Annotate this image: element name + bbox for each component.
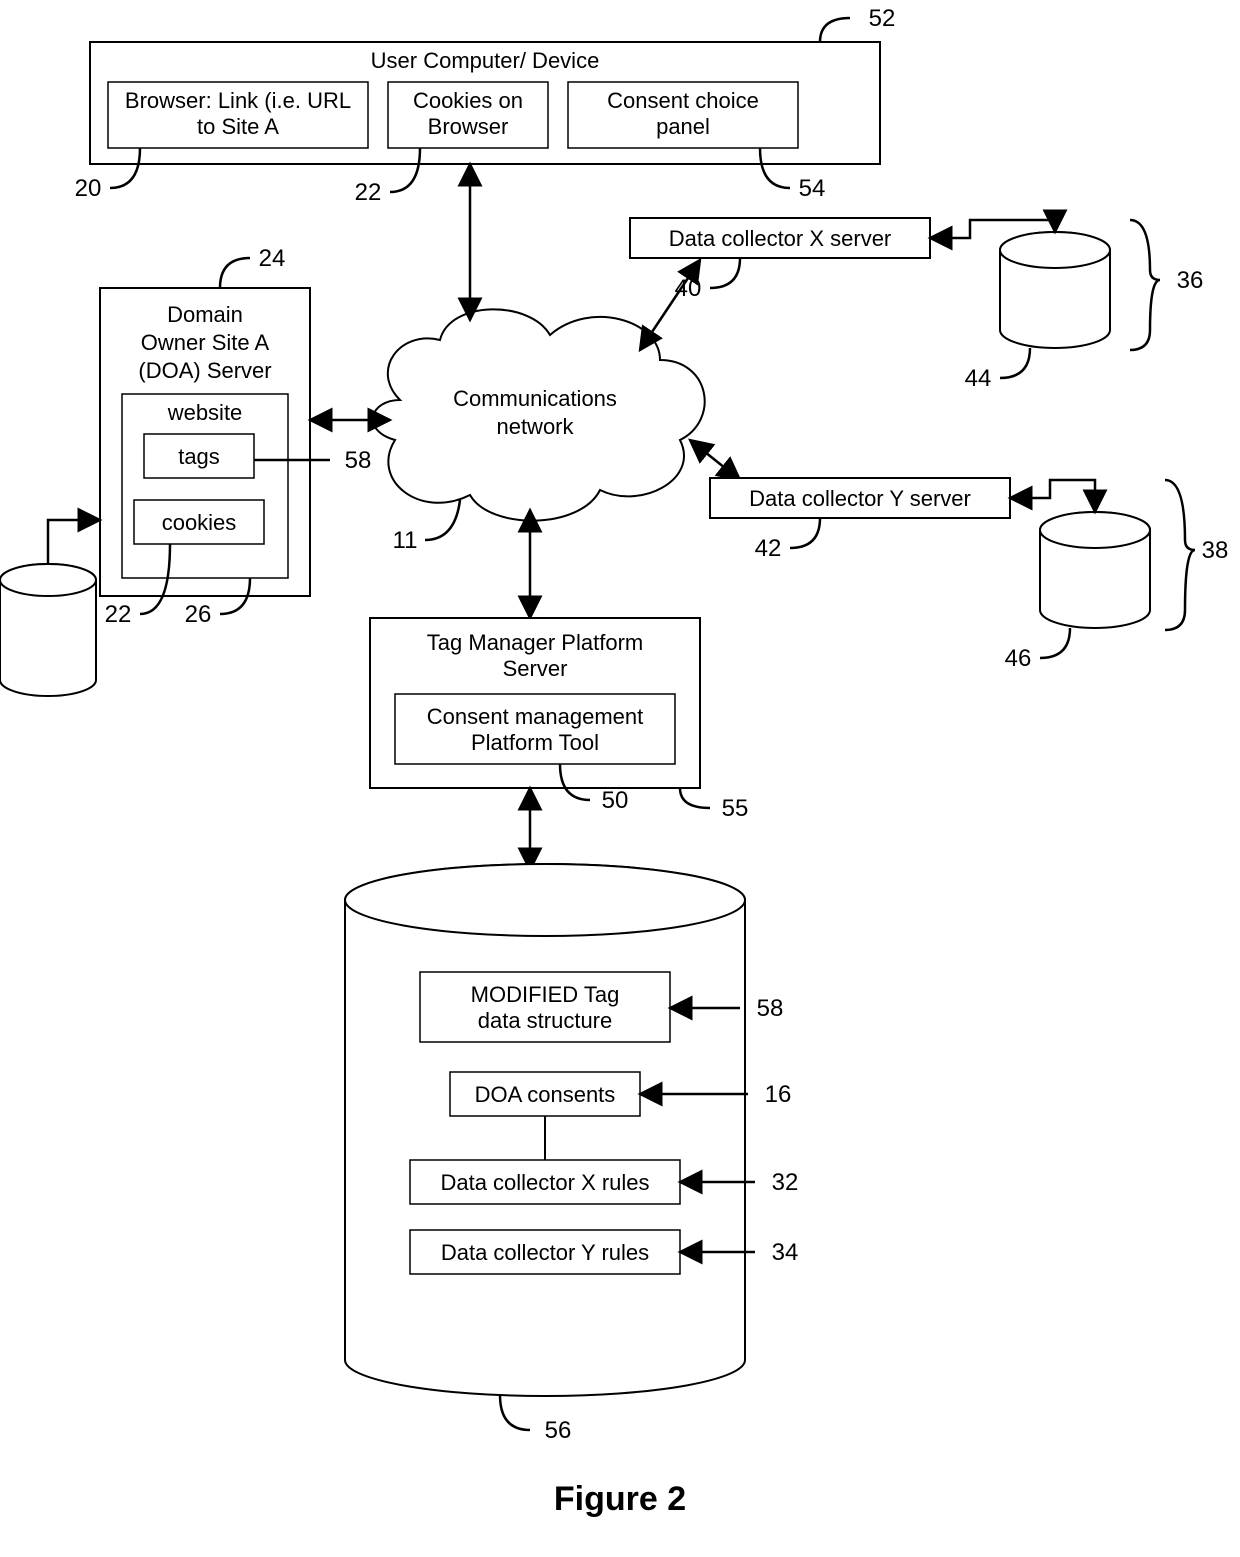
cookies-line2: Browser [428,114,509,139]
ref-54: 54 [799,175,826,202]
consent-line1: Consent choice [607,88,759,113]
cookies-line1: Cookies on [413,88,523,113]
collector-y-database [1040,512,1150,628]
ref-22b: 22 [105,601,132,628]
net-l2: network [496,414,574,439]
doa-l2: Owner Site A [141,330,270,355]
consent-line2: panel [656,114,710,139]
browser-line1: Browser: Link (i.e. URL [125,88,351,113]
ref-40: 40 [675,275,702,302]
ref-36: 36 [1177,267,1204,294]
modtag-l2: data structure [478,1008,613,1033]
doa-database [0,564,96,696]
ref-58a: 58 [345,447,372,474]
figure-title: Figure 2 [554,1480,686,1518]
modtag-l1: MODIFIED Tag [471,982,620,1007]
collector-y-label: Data collector Y server [749,486,971,511]
user-device-title: User Computer/ Device [371,48,600,73]
collector-x-label: Data collector X server [669,226,892,251]
website-label: website [167,400,243,425]
ref-55: 55 [722,795,749,822]
doaconsents-label: DOA consents [475,1082,616,1107]
diagram: User Computer/ Device Browser: Link (i.e… [0,0,1240,1557]
ref-24: 24 [259,245,286,272]
doa-server-box: Domain Owner Site A (DOA) Server website… [100,288,310,596]
doa-l1: Domain [167,302,243,327]
tm-l1: Tag Manager Platform [427,630,643,655]
cmp-l2: Platform Tool [471,730,599,755]
browser-line2: to Site A [197,114,279,139]
cookies2-label: cookies [162,510,237,535]
network-cloud: Communications network [373,309,705,520]
ref-58b: 58 [757,995,784,1022]
ref-22a: 22 [355,179,382,206]
xrules-label: Data collector X rules [440,1170,649,1195]
ref-52: 52 [869,5,896,32]
ref-16: 16 [765,1081,792,1108]
ref-50: 50 [602,787,629,814]
ref-44: 44 [965,365,992,392]
yrules-label: Data collector Y rules [441,1240,649,1265]
cmp-l1: Consent management [427,704,643,729]
tag-database: MODIFIED Tag data structure DOA consents… [345,864,745,1396]
ref-20: 20 [75,175,102,202]
ref-34: 34 [772,1239,799,1266]
net-l1: Communications [453,386,617,411]
doa-l3: (DOA) Server [138,358,271,383]
ref-11: 11 [393,527,418,554]
ref-56: 56 [545,1417,572,1444]
user-device-box: User Computer/ Device Browser: Link (i.e… [90,42,880,164]
ref-32: 32 [772,1169,799,1196]
ref-46: 46 [1005,645,1032,672]
ref-42: 42 [755,535,782,562]
ref-26: 26 [185,601,212,628]
collector-x-database [1000,232,1110,348]
tag-manager-box: Tag Manager Platform Server Consent mana… [370,618,700,788]
ref-38: 38 [1202,537,1229,564]
tm-l2: Server [503,656,568,681]
tags-label: tags [178,444,220,469]
